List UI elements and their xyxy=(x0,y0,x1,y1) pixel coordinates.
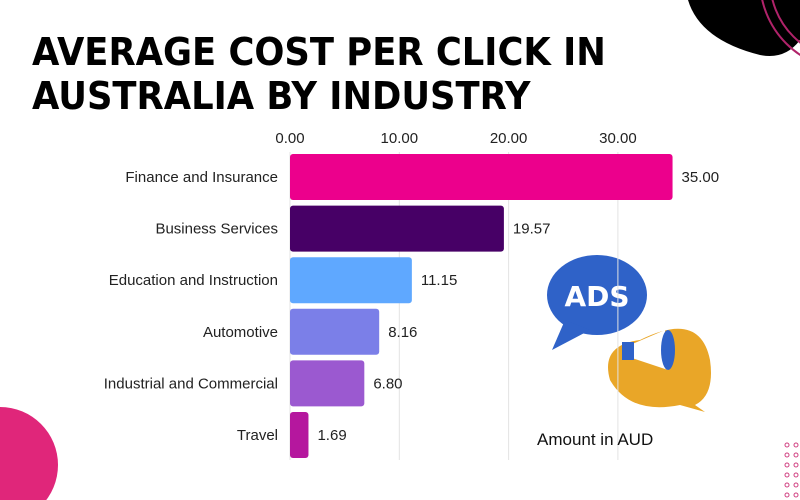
dot xyxy=(784,462,790,468)
category-label: Education and Instruction xyxy=(109,272,278,289)
ads-badge: ADS xyxy=(564,280,629,313)
x-tick-label: 20.00 xyxy=(490,130,528,147)
bar xyxy=(290,154,673,200)
bar xyxy=(290,308,380,355)
data-label: 35.00 xyxy=(682,169,720,186)
dot-grid xyxy=(784,442,799,498)
ads-illustration: ADS xyxy=(547,255,711,412)
dot xyxy=(784,442,790,448)
bar xyxy=(290,257,412,304)
data-label: 6.80 xyxy=(373,375,402,392)
dot xyxy=(784,482,790,488)
data-label: 19.57 xyxy=(513,221,551,238)
dot xyxy=(793,452,799,458)
category-label: Finance and Insurance xyxy=(125,169,278,186)
x-tick-label: 0.00 xyxy=(275,130,304,147)
dot xyxy=(784,452,790,458)
x-axis-label: Amount in AUD xyxy=(537,430,654,449)
bar xyxy=(290,205,504,252)
dot xyxy=(793,442,799,448)
category-label: Business Services xyxy=(155,221,278,238)
dot xyxy=(793,472,799,478)
data-label: 1.69 xyxy=(317,427,346,444)
dot xyxy=(793,482,799,488)
bar xyxy=(290,412,309,458)
x-tick-label: 10.00 xyxy=(381,130,419,147)
data-label: 8.16 xyxy=(388,324,417,341)
chart-title: AVERAGE COST PER CLICK IN AUSTRALIA BY I… xyxy=(32,30,606,118)
pink-blob xyxy=(0,407,58,500)
x-tick-label: 30.00 xyxy=(599,130,637,147)
dot xyxy=(793,462,799,468)
black-blob xyxy=(688,0,800,56)
dot xyxy=(784,472,790,478)
dot xyxy=(793,492,799,498)
data-label: 11.15 xyxy=(421,272,457,289)
dot xyxy=(784,492,790,498)
bar xyxy=(290,360,365,407)
category-label: Industrial and Commercial xyxy=(104,375,278,392)
category-label: Automotive xyxy=(203,324,278,341)
category-label: Travel xyxy=(237,427,278,444)
